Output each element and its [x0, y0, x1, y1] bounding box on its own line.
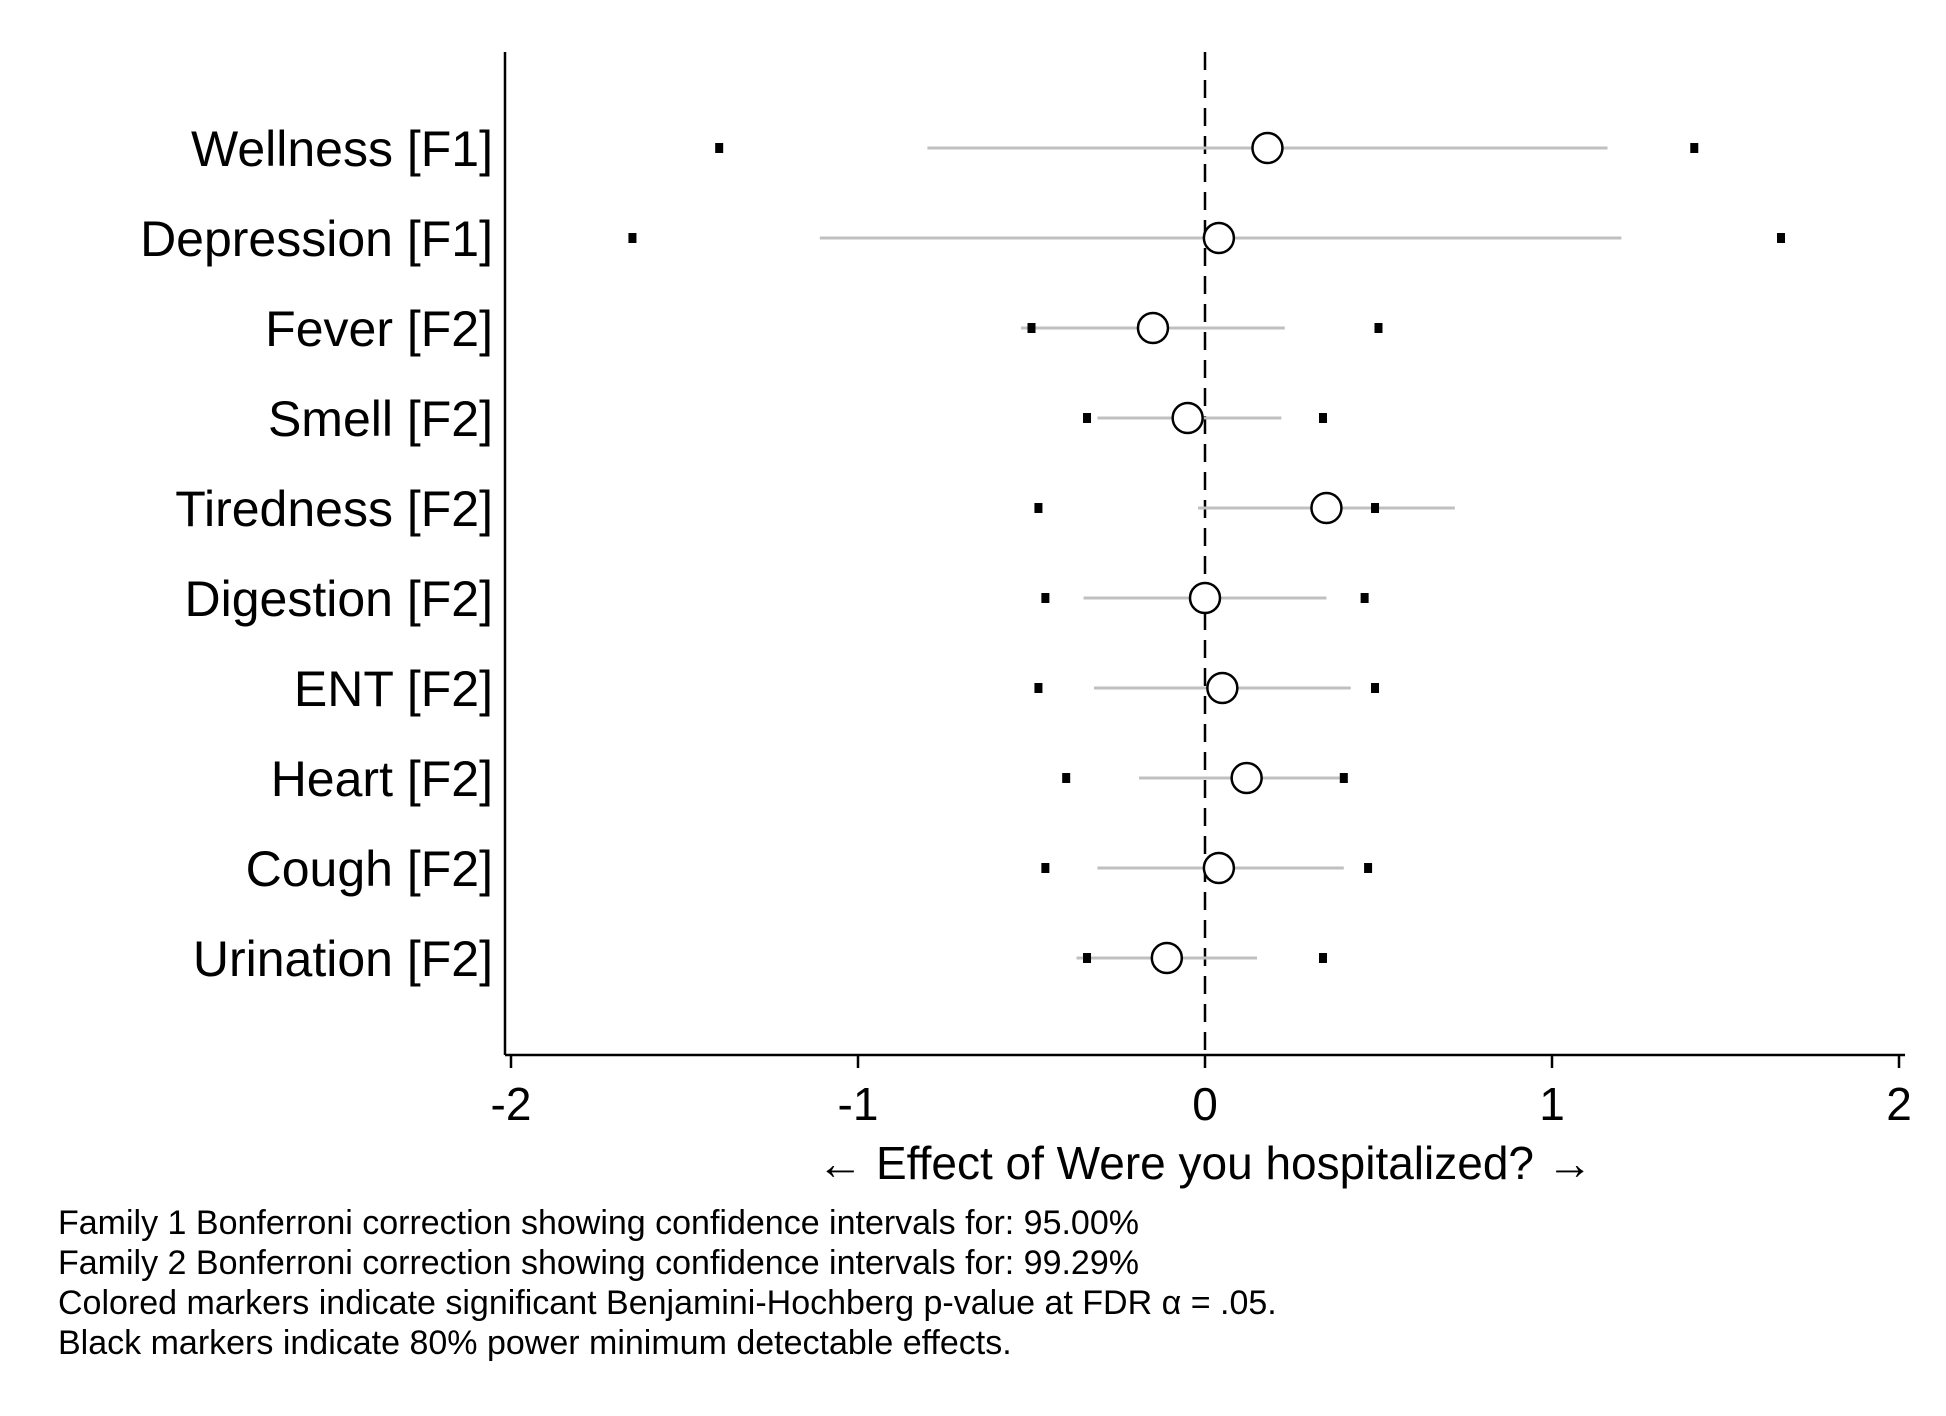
x-tick-label: 1: [1539, 1078, 1565, 1130]
note-family-2: Family 2 Bonferroni correction showing c…: [58, 1244, 1139, 1282]
point-estimate-marker: [1171, 401, 1204, 435]
row-heart-f2: Heart [F2]: [271, 751, 1348, 807]
row-fever-f2: Fever [F2]: [265, 301, 1383, 357]
mde-marker-high: [1360, 593, 1369, 603]
mde-marker-low: [715, 143, 724, 153]
y-category-label: Tiredness [F2]: [175, 481, 493, 537]
y-category-label: ENT [F2]: [294, 661, 493, 717]
mde-marker-high: [1318, 953, 1327, 963]
x-tick-label: 2: [1886, 1078, 1912, 1130]
mde-marker-high: [1777, 233, 1786, 243]
x-tick-label: -2: [491, 1078, 532, 1130]
row-ent-f2: ENT [F2]: [294, 661, 1380, 717]
row-tiredness-f2: Tiredness [F2]: [175, 481, 1455, 537]
mde-marker-high: [1339, 773, 1348, 783]
y-category-label: Urination [F2]: [193, 931, 493, 987]
y-category-label: Depression [F1]: [140, 211, 493, 267]
mde-marker-high: [1374, 323, 1383, 333]
mde-marker-high: [1364, 863, 1373, 873]
mde-marker-low: [1027, 323, 1036, 333]
point-estimate-marker: [1251, 131, 1284, 165]
row-urination-f2: Urination [F2]: [193, 931, 1327, 987]
mde-marker-low: [1041, 863, 1050, 873]
chart-notes: Family 1 Bonferroni correction showing c…: [58, 1203, 1277, 1363]
point-estimate-marker: [1202, 221, 1236, 255]
point-estimate-marker: [1136, 311, 1170, 345]
mde-marker-low: [1034, 683, 1043, 693]
x-tick-label: 0: [1192, 1078, 1218, 1130]
row-smell-f2: Smell [F2]: [268, 391, 1327, 447]
row-cough-f2: Cough [F2]: [246, 841, 1373, 897]
y-category-label: Digestion [F2]: [185, 571, 493, 627]
mde-marker-high: [1371, 683, 1380, 693]
x-tick-label: -1: [838, 1078, 879, 1130]
mde-marker-low: [1083, 413, 1092, 423]
point-estimate-marker: [1150, 941, 1184, 975]
note-family-1: Family 1 Bonferroni correction showing c…: [58, 1204, 1139, 1242]
note-black-markers: Black markers indicate 80% power minimum…: [58, 1324, 1012, 1362]
mde-marker-high: [1371, 503, 1380, 513]
y-category-label: Cough [F2]: [246, 841, 493, 897]
plot-rows: Wellness [F1] Depression [F1] Fever [F2] Sm…: [140, 121, 1786, 987]
mde-marker-high: [1318, 413, 1327, 423]
mde-marker-low: [1083, 953, 1092, 963]
mde-marker-low: [1062, 773, 1071, 783]
y-category-label: Fever [F2]: [265, 301, 493, 357]
point-estimate-marker: [1206, 671, 1239, 705]
y-category-label: Heart [F2]: [271, 751, 493, 807]
plot-axes: [503, 52, 1905, 1057]
y-category-label: Smell [F2]: [268, 391, 493, 447]
mde-marker-low: [628, 233, 637, 243]
point-estimate-marker: [1310, 491, 1343, 525]
point-estimate-marker: [1188, 581, 1222, 615]
point-estimate-marker: [1202, 851, 1236, 885]
mde-marker-low: [1041, 593, 1050, 603]
row-digestion-f2: Digestion [F2]: [185, 571, 1369, 627]
point-estimate-marker: [1230, 761, 1263, 795]
row-wellness-f1: Wellness [F1]: [191, 121, 1699, 177]
note-colored-markers: Colored markers indicate significant Ben…: [58, 1284, 1277, 1322]
y-category-label: Wellness [F1]: [191, 121, 493, 177]
x-ticks: -2 -1 0 1 2: [491, 1055, 1912, 1130]
mde-marker-low: [1034, 503, 1043, 513]
x-axis-title: ← Effect of Were you hospitalized? →: [817, 1137, 1593, 1189]
mde-marker-high: [1690, 143, 1699, 153]
row-depression-f1: Depression [F1]: [140, 211, 1786, 267]
